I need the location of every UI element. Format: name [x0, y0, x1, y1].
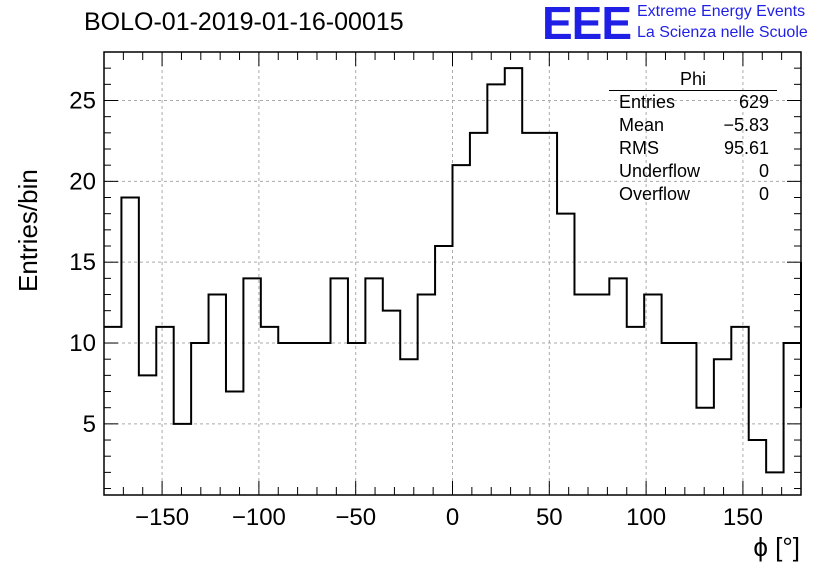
- brand-line-1: Extreme Energy Events: [637, 3, 806, 20]
- eee-logo: EEE: [542, 0, 632, 49]
- stats-box: Phi Entries 629 Mean −5.83 RMS 95.61 Und…: [609, 68, 777, 206]
- y-tick-label: 10: [69, 330, 96, 357]
- y-axis-label-wrap: Entries/bin: [8, 169, 43, 292]
- stats-row-entries: Entries 629: [609, 91, 777, 114]
- stats-label: Entries: [619, 92, 676, 112]
- x-tick-label: −100: [232, 504, 286, 531]
- x-tick-label: 0: [446, 504, 459, 531]
- stats-title: Phi: [609, 68, 777, 91]
- x-tick-label: −150: [135, 504, 189, 531]
- chart-title: BOLO-01-2019-01-16-00015: [84, 8, 404, 36]
- grid-lines: [104, 52, 801, 495]
- x-tick-label: 50: [536, 504, 563, 531]
- stats-value: 629: [738, 92, 769, 112]
- stats-label: RMS: [619, 138, 659, 158]
- x-tick-label: 150: [723, 504, 763, 531]
- y-tick-label: 20: [69, 168, 96, 195]
- brand-line-2: La Scienza nelle Scuole: [637, 24, 808, 41]
- stats-value: 0: [758, 161, 769, 181]
- stats-label: Mean: [619, 115, 665, 135]
- x-axis-label: ϕ [°]: [753, 532, 800, 562]
- histogram-line: [104, 67, 802, 474]
- stats-value: −5.83: [723, 115, 769, 135]
- y-tick-label: 5: [83, 411, 96, 438]
- tick-labels: −150 −100 −50 0 50 100 150 5 10 15 20 25: [69, 88, 763, 531]
- y-tick-label: 25: [69, 88, 96, 115]
- stats-row-mean: Mean −5.83: [609, 114, 777, 137]
- stats-row-rms: RMS 95.61: [609, 137, 777, 160]
- stats-row-overflow: Overflow 0: [609, 183, 777, 206]
- stats-label: Underflow: [619, 161, 701, 181]
- axis-ticks: [104, 52, 801, 495]
- x-tick-label: 100: [626, 504, 666, 531]
- stats-label: Overflow: [619, 184, 691, 204]
- plot-frame: [103, 51, 802, 496]
- x-tick-label: −50: [335, 504, 376, 531]
- stats-row-underflow: Underflow 0: [609, 160, 777, 183]
- stats-value: 0: [758, 184, 769, 204]
- stats-value: 95.61: [723, 138, 769, 158]
- y-tick-label: 15: [69, 249, 96, 276]
- y-axis-label: Entries/bin: [13, 169, 43, 292]
